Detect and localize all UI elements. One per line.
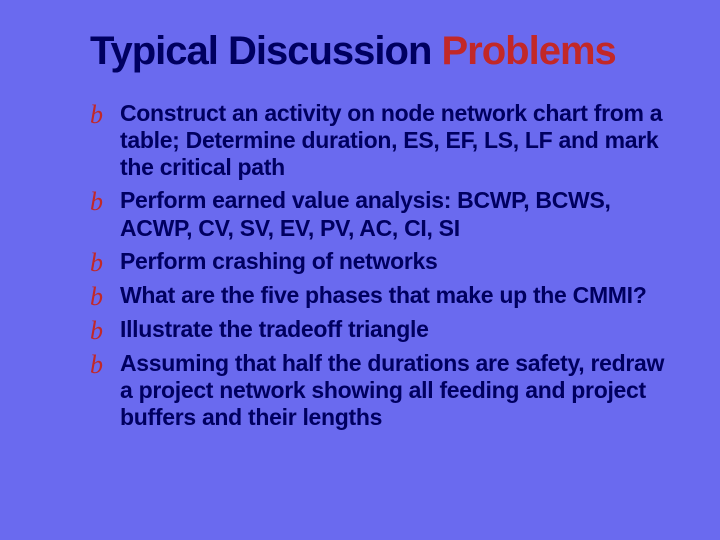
bullet-icon: b xyxy=(90,189,120,215)
bullet-icon: b xyxy=(90,250,120,276)
list-item: b Assuming that half the durations are s… xyxy=(90,350,680,431)
list-item: b What are the five phases that make up … xyxy=(90,282,680,310)
list-item: b Construct an activity on node network … xyxy=(90,100,680,181)
list-item: b Perform crashing of networks xyxy=(90,248,680,276)
title-main: Typical Discussion xyxy=(90,29,442,73)
title-accent: Problems xyxy=(442,29,616,73)
slide-title: Typical Discussion Problems xyxy=(90,30,680,72)
bullet-text: Perform crashing of networks xyxy=(120,248,438,275)
bullet-icon: b xyxy=(90,284,120,310)
slide: Typical Discussion Problems b Construct … xyxy=(0,0,720,540)
bullet-icon: b xyxy=(90,102,120,128)
list-item: b Illustrate the tradeoff triangle xyxy=(90,316,680,344)
bullet-icon: b xyxy=(90,352,120,378)
bullet-text: Perform earned value analysis: BCWP, BCW… xyxy=(120,187,680,241)
bullet-text: Illustrate the tradeoff triangle xyxy=(120,316,429,343)
bullet-list: b Construct an activity on node network … xyxy=(90,100,680,431)
bullet-text: What are the five phases that make up th… xyxy=(120,282,647,309)
bullet-text: Construct an activity on node network ch… xyxy=(120,100,680,181)
list-item: b Perform earned value analysis: BCWP, B… xyxy=(90,187,680,241)
bullet-icon: b xyxy=(90,318,120,344)
bullet-text: Assuming that half the durations are saf… xyxy=(120,350,680,431)
